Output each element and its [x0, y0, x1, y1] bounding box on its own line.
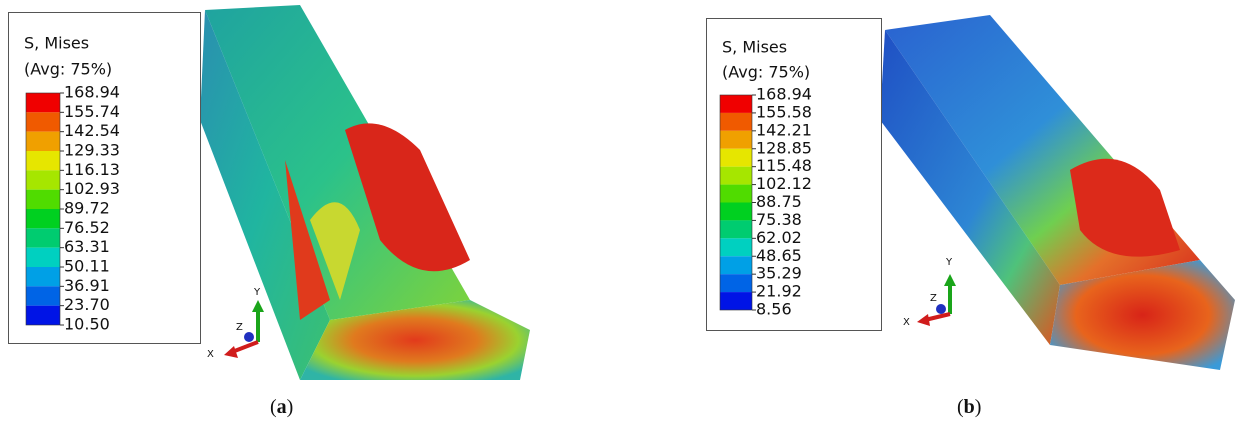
legend-band [720, 292, 752, 310]
legend-value: 168.94 [756, 85, 812, 104]
model-b [880, 15, 1235, 370]
caption-text: ) [975, 396, 982, 418]
legend-title: S, Mises [24, 34, 89, 53]
legend-band [720, 95, 752, 113]
caption-text: ( [957, 396, 964, 418]
legend-band [26, 151, 60, 171]
legend-band [720, 130, 752, 149]
legend-value: 115.48 [756, 156, 812, 175]
legend-band [26, 93, 60, 113]
legend-band [26, 209, 60, 229]
legend-value: 129.33 [64, 141, 120, 160]
legend-value: 21.92 [756, 282, 802, 301]
caption-letter: a [277, 396, 287, 418]
axis-triad: Y Z X [903, 257, 956, 328]
triad-label: X [903, 317, 910, 328]
legend-band [720, 202, 752, 221]
caption: (a) [270, 396, 293, 418]
caption-letter: b [964, 396, 975, 418]
legend-value: 75.38 [756, 210, 802, 229]
triad-label: X [207, 349, 214, 360]
legend-value: 88.75 [756, 192, 802, 211]
caption: (b) [957, 396, 981, 418]
legend-value: 155.74 [64, 102, 120, 121]
legend-value: 62.02 [756, 228, 802, 247]
legend-value: 63.31 [64, 237, 110, 256]
legend-subtitle: (Avg: 75%) [722, 63, 810, 82]
legend: S, Mises (Avg: 75%) 168.94155.74142.5412… [24, 34, 120, 334]
triad-label: Y [253, 287, 261, 298]
legend-value: 76.52 [64, 218, 110, 237]
triad-label: Z [236, 322, 243, 333]
model-a [200, 5, 530, 380]
legend-value: 10.50 [64, 315, 110, 334]
legend-band [26, 286, 60, 306]
legend-band [720, 148, 752, 167]
caption-text: ( [270, 396, 277, 418]
legend-band [26, 267, 60, 287]
legend-value: 128.85 [756, 138, 812, 157]
legend-band [26, 112, 60, 132]
triad-label: Z [930, 293, 937, 304]
legend-value: 8.56 [756, 300, 792, 319]
legend-band [26, 247, 60, 267]
legend: S, Mises (Avg: 75%) 168.94155.58142.2112… [719, 38, 812, 319]
legend-value: 102.12 [756, 174, 812, 193]
legend-subtitle: (Avg: 75%) [24, 60, 112, 79]
axis-triad: Y Z X [207, 287, 264, 360]
legend-title: S, Mises [722, 38, 787, 57]
legend-band [720, 220, 752, 239]
triad-label: Y [945, 257, 953, 268]
legend-band [26, 228, 60, 248]
legend-band [26, 131, 60, 151]
legend-value: 48.65 [756, 246, 802, 265]
legend-band [720, 166, 752, 185]
legend-band [720, 238, 752, 257]
legend-band [720, 274, 752, 293]
legend-value: 155.58 [756, 102, 812, 121]
legend-band [720, 256, 752, 275]
legend-value: 23.70 [64, 295, 110, 314]
caption-text: ) [287, 396, 294, 418]
legend-value: 116.13 [64, 160, 120, 179]
legend-value: 168.94 [64, 83, 120, 102]
legend-value: 142.54 [64, 121, 120, 140]
legend-band [26, 305, 60, 325]
legend-value: 102.93 [64, 179, 120, 198]
legend-band [720, 184, 752, 203]
legend-value: 36.91 [64, 276, 110, 295]
legend-value: 35.29 [756, 264, 802, 283]
legend-band [720, 112, 752, 131]
legend-value: 142.21 [756, 120, 812, 139]
legend-band [26, 189, 60, 209]
legend-value: 50.11 [64, 257, 110, 276]
legend-band [26, 170, 60, 190]
legend-value: 89.72 [64, 199, 110, 218]
